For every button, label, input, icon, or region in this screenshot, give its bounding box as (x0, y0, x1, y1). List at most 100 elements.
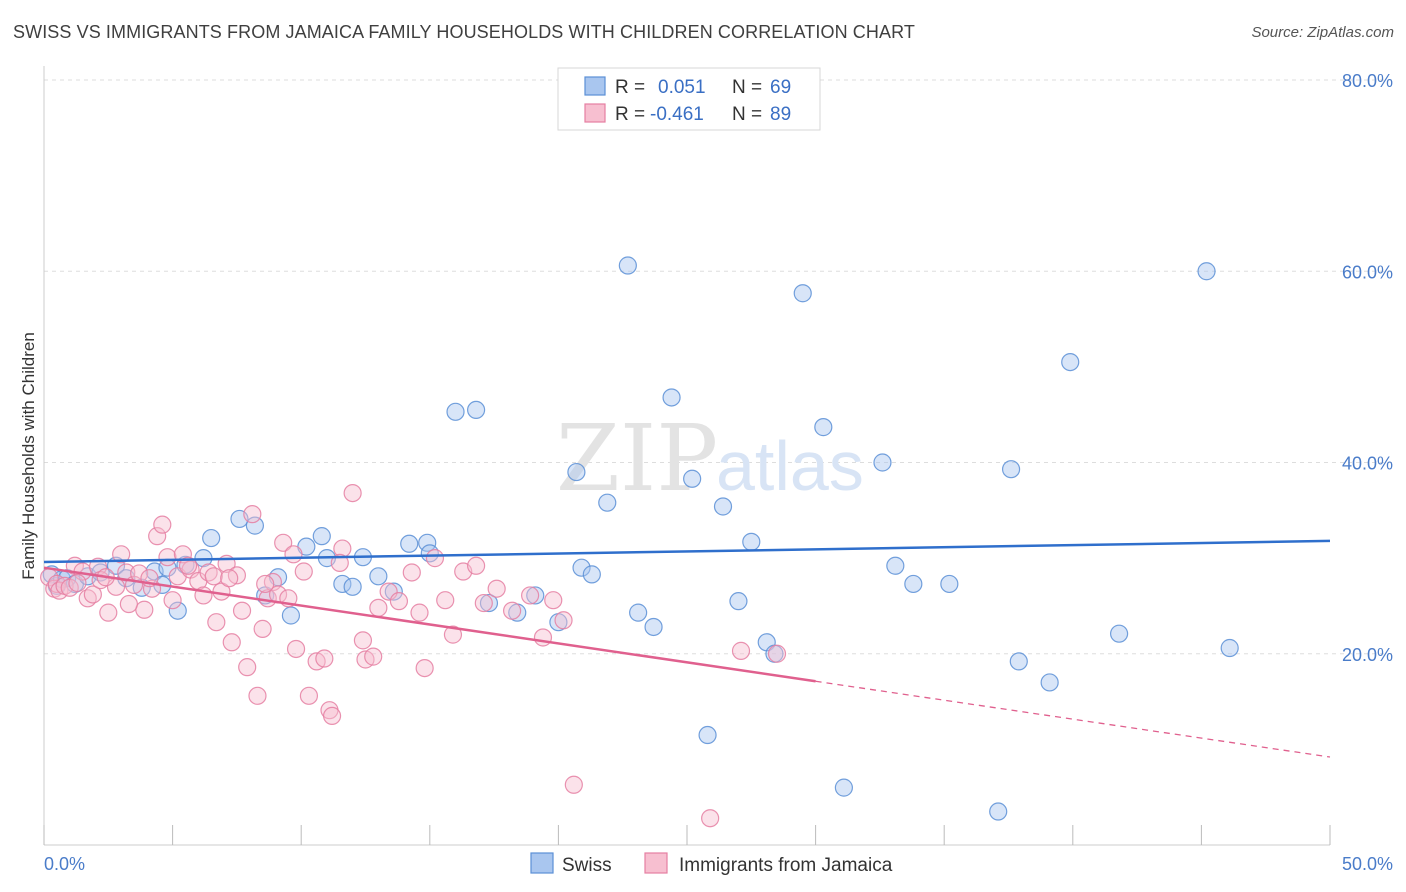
data-point-swiss (281, 606, 301, 625)
data-point-jamaica (315, 649, 334, 668)
data-point-swiss (343, 577, 362, 596)
data-point-swiss (1001, 460, 1021, 479)
legend-n-value-jamaica: 89 (770, 104, 791, 125)
legend-n-label-jamaica: N = (732, 104, 762, 125)
data-point-swiss (168, 601, 187, 620)
gridlines (44, 79, 1392, 655)
data-point-jamaica (294, 562, 313, 581)
data-point-swiss (618, 256, 637, 275)
data-point-swiss (886, 556, 905, 575)
watermark-atlas: atlas (716, 427, 864, 505)
data-point-swiss (729, 592, 748, 611)
data-point-jamaica (284, 545, 303, 564)
data-point-jamaica (389, 592, 409, 611)
x-tick-label-max: 50.0% (1342, 854, 1393, 874)
trend-line-jamaica (43, 566, 816, 683)
legend-n-value-swiss: 69 (770, 77, 791, 98)
data-point-swiss (582, 565, 601, 584)
data-point-swiss (202, 528, 221, 548)
data-point-jamaica (243, 505, 262, 524)
legend-r-value-jamaica: -0.461 (650, 104, 704, 125)
data-point-swiss (742, 532, 761, 551)
data-point-jamaica (178, 556, 198, 575)
data-point-swiss (384, 582, 403, 601)
data-point-swiss (400, 534, 419, 553)
data-point-jamaica (436, 591, 455, 610)
data-point-swiss (629, 603, 648, 622)
data-point-swiss (466, 400, 486, 420)
data-point-swiss (713, 497, 733, 516)
trend-lines (43, 539, 1331, 758)
data-point-jamaica (299, 686, 319, 705)
data-point-jamaica (425, 549, 445, 568)
data-point-jamaica (521, 586, 540, 605)
data-point-jamaica (248, 686, 267, 705)
y-tick-label: 40.0% (1342, 454, 1393, 474)
data-point-jamaica (369, 598, 388, 617)
data-point-jamaica (533, 628, 553, 647)
data-point-swiss (446, 402, 465, 421)
data-point-jamaica (68, 573, 87, 593)
y-tick-label: 20.0% (1342, 645, 1393, 665)
data-point-jamaica (222, 633, 241, 652)
data-point-swiss (1197, 262, 1216, 281)
data-point-jamaica (503, 601, 522, 620)
bottom-legend-label-jamaica: Immigrants from Jamaica (679, 855, 893, 876)
legend-r-value-swiss: 0.051 (658, 77, 706, 98)
data-point-jamaica (207, 613, 226, 632)
data-point-jamaica (148, 527, 167, 546)
data-point-swiss (644, 617, 663, 637)
data-point-jamaica (153, 515, 172, 534)
data-point-jamaica (99, 603, 118, 622)
data-point-jamaica (286, 639, 306, 659)
data-point-jamaica (112, 545, 131, 564)
data-point-jamaica (443, 625, 463, 644)
data-point-jamaica (256, 574, 275, 594)
legend-n-label-swiss: N = (732, 77, 762, 98)
data-point-swiss (1061, 352, 1080, 372)
watermark-zip: ZIP (556, 405, 718, 512)
y-tick-label: 80.0% (1342, 71, 1393, 91)
data-point-jamaica (330, 553, 349, 573)
data-point-jamaica (466, 556, 486, 575)
bottom-legend-label-swiss: Swiss (562, 855, 612, 876)
data-point-jamaica (487, 579, 506, 598)
bottom-legend-swatch-swiss (530, 852, 554, 874)
data-point-swiss (834, 778, 853, 797)
y-tick-label: 60.0% (1342, 262, 1393, 282)
data-point-jamaica (322, 706, 342, 726)
data-point-swiss (598, 493, 617, 512)
data-point-swiss (793, 284, 812, 303)
y-axis-title: Family Households with Children (19, 332, 38, 580)
data-point-jamaica (731, 641, 751, 660)
source-credit: Source: ZipAtlas.com (1251, 24, 1394, 41)
data-point-jamaica (544, 591, 563, 610)
data-point-swiss (904, 574, 923, 594)
data-point-jamaica (554, 611, 573, 630)
data-point-jamaica (135, 600, 154, 619)
data-point-swiss (989, 802, 1008, 821)
data-point-swiss (418, 533, 437, 552)
trend-line-swiss (43, 539, 1331, 564)
data-point-swiss (312, 527, 331, 546)
data-point-jamaica (238, 658, 257, 677)
data-point-swiss (369, 567, 388, 586)
legend-swatch-swiss (584, 76, 606, 96)
data-point-swiss (683, 469, 702, 488)
data-point-jamaica (220, 569, 239, 588)
bottom-legend: Swiss Immigrants from Jamaica (530, 852, 893, 876)
data-point-swiss (245, 516, 265, 535)
legend: R = 0.051 N = 69 R = -0.461 N = 89 (557, 67, 821, 131)
series-swiss-points (42, 256, 1239, 821)
data-point-swiss (698, 725, 717, 745)
data-point-swiss (1109, 624, 1129, 643)
trend-line-jamaica-extension (815, 680, 1331, 758)
data-point-jamaica (204, 567, 223, 586)
data-point-swiss (1009, 652, 1028, 671)
data-point-jamaica (353, 631, 373, 650)
legend-swatch-jamaica (584, 103, 606, 123)
bottom-legend-swatch-jamaica (644, 852, 668, 874)
data-point-jamaica (158, 548, 177, 567)
data-point-jamaica (564, 775, 583, 794)
